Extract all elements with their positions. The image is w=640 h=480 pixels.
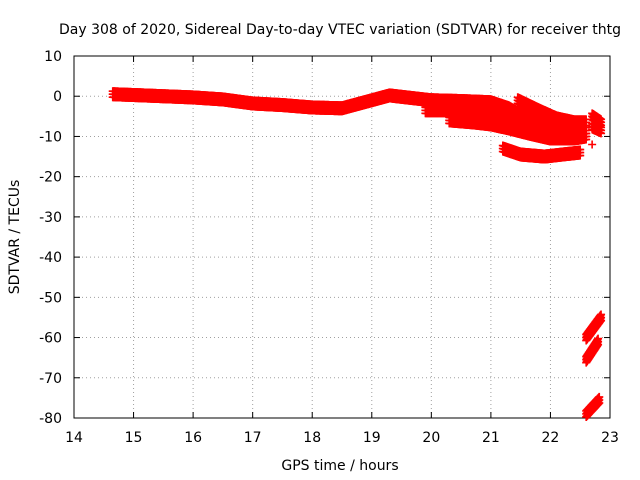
y-tick-label: -70 <box>39 371 62 387</box>
series-track-b <box>445 113 591 146</box>
x-tick-label: 21 <box>482 430 500 446</box>
y-axis: 10 0 -10 -20 -30 -40 -50 -60 -70 -80 <box>39 49 610 427</box>
y-tick-label: -30 <box>39 210 62 226</box>
x-tick-label: 15 <box>125 430 143 446</box>
y-tick-label: 0 <box>53 89 62 105</box>
y-tick-label: -50 <box>39 290 62 306</box>
x-tick-label: 20 <box>422 430 440 446</box>
y-tick-label: -20 <box>39 170 62 186</box>
x-axis: 14 15 16 17 18 19 20 21 22 23 <box>65 56 619 446</box>
series-track-main <box>108 87 585 136</box>
y-tick-label: -40 <box>39 250 62 266</box>
x-tick-label: 18 <box>303 430 321 446</box>
series-track-c <box>513 93 591 130</box>
series-track-d <box>498 141 585 164</box>
y-tick-label: -10 <box>39 129 62 145</box>
x-tick-label: 16 <box>184 430 202 446</box>
y-tick-label: -60 <box>39 331 62 347</box>
y-tick-label: 10 <box>44 49 62 65</box>
x-tick-label: 14 <box>65 430 83 446</box>
x-tick-label: 23 <box>601 430 619 446</box>
x-tick-label: 22 <box>542 430 560 446</box>
plot-frame <box>73 55 611 419</box>
x-tick-label: 17 <box>244 430 262 446</box>
y-tick-label: -80 <box>39 411 62 427</box>
data-point <box>582 135 591 144</box>
data-points <box>108 87 606 421</box>
grid <box>74 56 610 418</box>
chart-title: Day 308 of 2020, Sidereal Day-to-day VTE… <box>59 22 621 38</box>
x-tick-label: 19 <box>363 430 381 446</box>
data-point <box>582 121 591 130</box>
